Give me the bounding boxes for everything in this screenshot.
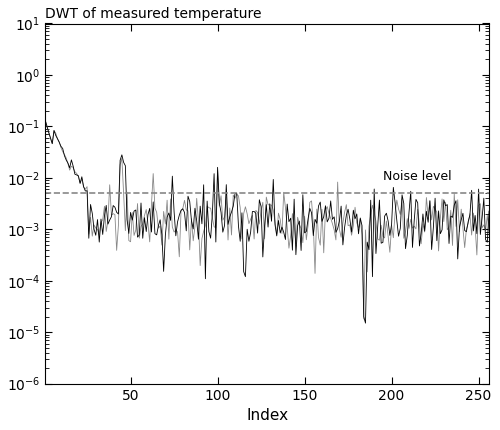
Text: DWT of measured temperature: DWT of measured temperature <box>46 7 262 21</box>
X-axis label: Index: Index <box>246 408 288 423</box>
Text: Noise level: Noise level <box>383 170 452 183</box>
